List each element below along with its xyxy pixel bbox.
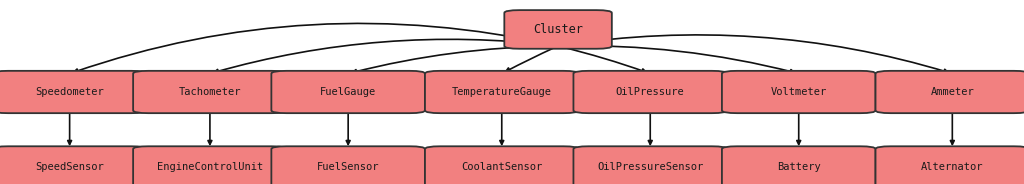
- Text: Alternator: Alternator: [921, 162, 984, 172]
- Text: FuelGauge: FuelGauge: [321, 87, 376, 97]
- FancyBboxPatch shape: [876, 71, 1024, 113]
- Text: SpeedSensor: SpeedSensor: [35, 162, 104, 172]
- Text: FuelSensor: FuelSensor: [316, 162, 380, 172]
- FancyBboxPatch shape: [271, 71, 425, 113]
- FancyBboxPatch shape: [133, 71, 287, 113]
- FancyBboxPatch shape: [0, 146, 146, 184]
- FancyBboxPatch shape: [573, 146, 727, 184]
- FancyBboxPatch shape: [573, 71, 727, 113]
- Text: TemperatureGauge: TemperatureGauge: [452, 87, 552, 97]
- FancyBboxPatch shape: [0, 71, 146, 113]
- Text: OilPressure: OilPressure: [615, 87, 685, 97]
- FancyBboxPatch shape: [505, 10, 612, 49]
- Text: CoolantSensor: CoolantSensor: [461, 162, 543, 172]
- FancyBboxPatch shape: [722, 71, 876, 113]
- Text: Voltmeter: Voltmeter: [771, 87, 826, 97]
- Text: EngineControlUnit: EngineControlUnit: [157, 162, 263, 172]
- Text: Speedometer: Speedometer: [35, 87, 104, 97]
- Text: Battery: Battery: [777, 162, 820, 172]
- Text: Tachometer: Tachometer: [178, 87, 242, 97]
- FancyBboxPatch shape: [425, 146, 579, 184]
- FancyBboxPatch shape: [722, 146, 876, 184]
- FancyBboxPatch shape: [425, 71, 579, 113]
- FancyBboxPatch shape: [876, 146, 1024, 184]
- FancyBboxPatch shape: [133, 146, 287, 184]
- Text: Ammeter: Ammeter: [931, 87, 974, 97]
- Text: OilPressureSensor: OilPressureSensor: [597, 162, 703, 172]
- FancyBboxPatch shape: [271, 146, 425, 184]
- Text: Cluster: Cluster: [534, 23, 583, 36]
